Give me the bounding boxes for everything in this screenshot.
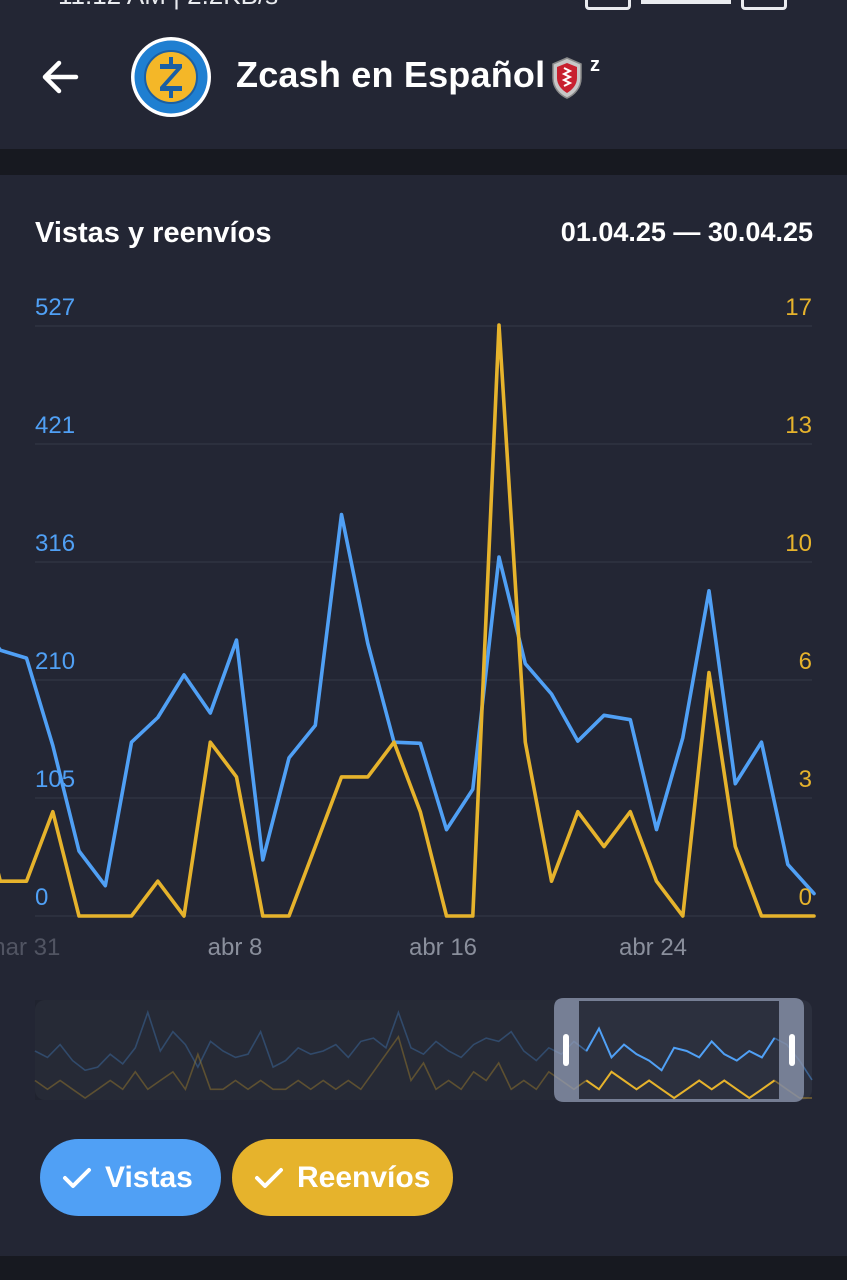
badge-letter: z [590, 54, 600, 76]
y-right-tick-label: 3 [799, 766, 812, 793]
x-tick-label: abr 8 [208, 934, 263, 961]
y-right-tick-label: 10 [785, 530, 812, 557]
x-tick-label: abr 24 [619, 934, 687, 961]
y-left-tick-label: 527 [35, 294, 75, 321]
check-icon [255, 1167, 283, 1188]
y-right-tick-label: 13 [785, 412, 812, 439]
channel-avatar[interactable] [130, 36, 212, 118]
channel-title: Zcash en Español [236, 54, 546, 95]
y-left-tick-label: 0 [35, 884, 48, 911]
shares-series-line [0, 323, 816, 918]
views-filter-toggle[interactable]: Vistas [40, 1139, 221, 1216]
x-tick-label: abr 16 [409, 934, 477, 961]
overview-left-handle[interactable] [563, 1034, 569, 1066]
status-bar: 11:12 AM | 2.2KB/s [0, 0, 847, 14]
overview-right-handle[interactable] [789, 1034, 795, 1066]
shield-badge-icon [552, 57, 582, 99]
overview-window-shares [585, 1070, 775, 1100]
check-icon [63, 1167, 91, 1188]
battery-icon [741, 0, 787, 10]
status-icons [585, 0, 787, 10]
shares-filter-label: Reenvíos [297, 1160, 431, 1194]
signal-icon [641, 0, 731, 4]
y-left-tick-label: 421 [35, 412, 75, 439]
bottom-strip [0, 1256, 847, 1280]
line-chart[interactable]: 0 105 210 316 421 527 0 3 6 10 13 17 mar 31 abr 8 abr … [0, 175, 847, 1125]
arrow-left-icon [42, 60, 79, 94]
y-left-tick-label: 316 [35, 530, 75, 557]
y-right-tick-label: 6 [799, 648, 812, 675]
overview-selection-window[interactable] [554, 998, 804, 1102]
overview-dim [35, 1000, 555, 1100]
screen-icon [585, 0, 631, 10]
overview-window-views [585, 1026, 776, 1072]
y-left-tick-label: 105 [35, 766, 75, 793]
views-filter-label: Vistas [105, 1160, 193, 1194]
stats-panel: Vistas y reenvíos 01.04.25 — 30.04.25 0 1… [0, 175, 847, 1256]
y-right-tick-label: 17 [785, 294, 812, 321]
shares-filter-toggle[interactable]: Reenvíos [232, 1139, 453, 1216]
status-time: 11:12 AM | 2.2KB/s [58, 0, 278, 11]
app-header: Zcash en Español z [0, 14, 847, 149]
y-right-tick-label: 0 [799, 884, 812, 911]
x-tick-label: mar 31 [0, 934, 60, 961]
y-left-tick-label: 210 [35, 648, 75, 675]
chart-title: Vistas y reenvíos [35, 217, 272, 249]
section-separator [0, 149, 847, 175]
chart-date-range[interactable]: 01.04.25 — 30.04.25 [560, 217, 813, 247]
back-button[interactable] [32, 54, 88, 100]
